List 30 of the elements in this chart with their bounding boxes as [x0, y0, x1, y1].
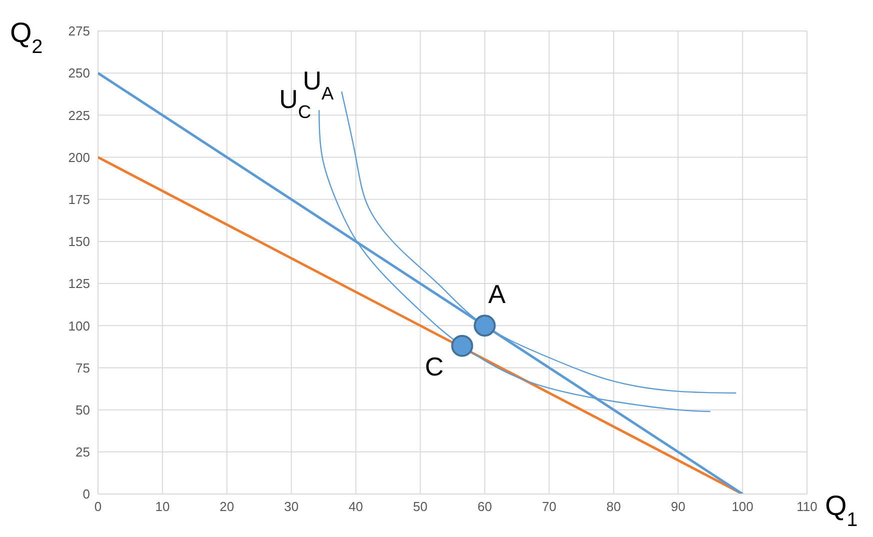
- x-tick-label: 0: [94, 499, 102, 514]
- x-tick-label: 90: [670, 499, 686, 514]
- x-axis-title: Q$_{1}$: [825, 490, 858, 531]
- y-tick-label: 150: [68, 234, 90, 250]
- y-tick-label: 275: [68, 24, 90, 39]
- y-tick-label: 75: [76, 360, 90, 376]
- x-tick-label: 110: [796, 499, 818, 514]
- x-tick-label: 20: [220, 499, 234, 514]
- y-tick-label: 225: [68, 108, 90, 123]
- y-tick-label: 50: [76, 402, 90, 418]
- y-axis-title: Q$_{2}$: [10, 17, 43, 58]
- series-label: A: [488, 279, 506, 310]
- x-tick-label: 60: [477, 499, 492, 514]
- y-tick-label: 200: [68, 150, 90, 165]
- x-tick-label: 80: [606, 499, 621, 514]
- y-tick-label: 100: [68, 318, 90, 334]
- y-tick-label: 250: [68, 66, 90, 81]
- line-series: [341, 91, 737, 394]
- y-tick-label: 125: [68, 276, 90, 292]
- series-label: C: [424, 351, 444, 382]
- y-tick-label: 25: [76, 444, 90, 460]
- x-tick-label: 100: [732, 499, 754, 514]
- line-series: [318, 110, 711, 412]
- y-tick-label: 175: [68, 192, 90, 207]
- x-tick-label: 30: [284, 499, 299, 514]
- x-tick-label: 40: [348, 499, 364, 514]
- x-tick-label: 70: [542, 499, 556, 514]
- y-tick-label: 0: [82, 486, 90, 502]
- x-tick-label: 50: [413, 499, 428, 514]
- x-tick-label: 10: [155, 499, 170, 514]
